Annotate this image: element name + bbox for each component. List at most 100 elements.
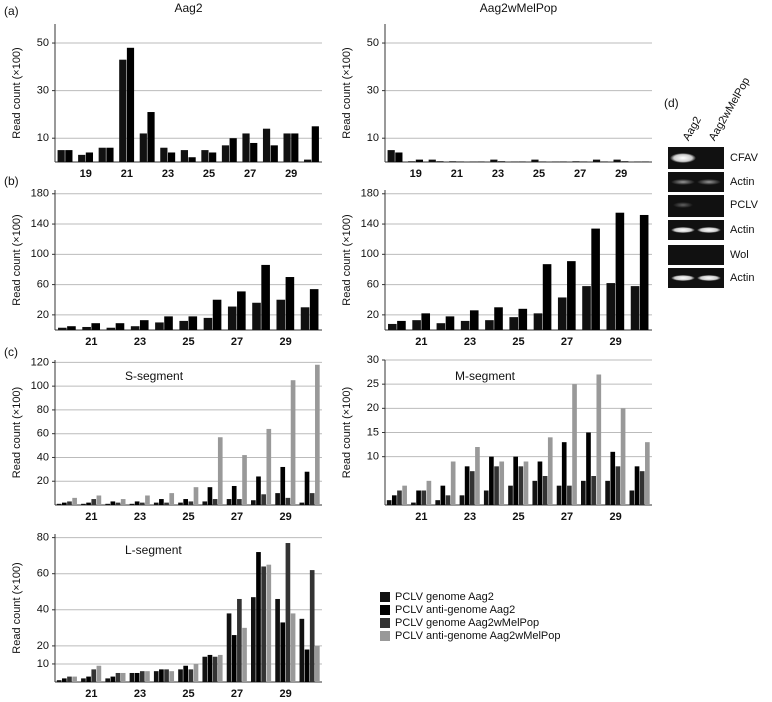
bar — [188, 157, 196, 162]
x-tick-label: 29 — [609, 511, 621, 523]
x-tick-label: 29 — [279, 688, 291, 700]
bar — [572, 161, 580, 162]
x-tick-label: 25 — [512, 511, 524, 523]
bar — [207, 487, 213, 505]
bar — [201, 150, 209, 162]
bar — [65, 150, 73, 162]
bar — [147, 112, 155, 162]
y-tick-label: 180 — [361, 188, 379, 200]
bar — [251, 500, 256, 505]
x-tick-label: 27 — [244, 168, 256, 180]
gel-band — [697, 179, 721, 185]
bar — [110, 676, 116, 682]
bar — [445, 495, 451, 505]
bar — [115, 323, 125, 330]
bar — [183, 499, 188, 505]
y-axis-label: Read count (×100) — [11, 214, 23, 305]
bar — [634, 466, 640, 505]
x-tick-label: 27 — [561, 336, 573, 348]
bar — [115, 502, 121, 505]
bar — [119, 59, 127, 163]
y-tick-label: 50 — [367, 37, 379, 49]
gel: Aag2 Aag2wMelPop CFAV Actin PCLV Actin W… — [668, 76, 759, 288]
bar — [315, 364, 320, 505]
bar — [547, 437, 553, 505]
x-tick-label: 29 — [609, 336, 621, 348]
bar — [193, 663, 199, 682]
gel-strip — [668, 172, 724, 192]
bar — [280, 466, 286, 505]
bar — [188, 669, 194, 682]
x-tick-label: 25 — [203, 168, 215, 180]
chart: 10 15 20 25 30 21 23 25 27 29 Read count (×100) M-s… — [341, 354, 652, 523]
x-tick-label: 27 — [574, 168, 586, 180]
bar — [299, 502, 305, 505]
bar — [110, 501, 116, 505]
y-axis-label: Read count (×100) — [341, 214, 353, 305]
x-tick-label: 23 — [492, 168, 504, 180]
bar — [435, 500, 441, 505]
bar — [397, 320, 406, 330]
y-tick-label: 20 — [37, 640, 49, 652]
x-tick-label: 27 — [231, 688, 243, 700]
x-tick-label: 27 — [231, 511, 243, 523]
bar — [188, 501, 194, 505]
bar — [513, 456, 518, 505]
bar — [386, 500, 392, 505]
bar — [388, 323, 397, 330]
bar — [610, 451, 616, 505]
bar — [581, 480, 586, 505]
x-tick-label: 19 — [80, 168, 92, 180]
bar — [202, 656, 208, 682]
bar — [285, 543, 291, 682]
bar — [202, 501, 208, 505]
bar — [91, 669, 97, 682]
bar — [226, 613, 232, 682]
bar — [207, 654, 213, 682]
bar — [615, 466, 621, 505]
x-tick-label: 23 — [162, 168, 174, 180]
bar — [582, 286, 591, 330]
bar — [606, 283, 616, 330]
bar — [250, 142, 258, 162]
bar — [105, 678, 111, 682]
y-tick-label: 25 — [367, 378, 379, 390]
gel-row-label: Actin — [730, 176, 754, 188]
bar — [639, 214, 649, 330]
bar — [494, 466, 499, 505]
bar — [542, 476, 548, 505]
bar — [81, 678, 86, 682]
bar — [261, 494, 266, 505]
bar — [615, 212, 625, 330]
bar — [315, 645, 320, 682]
bar — [72, 676, 77, 682]
bar — [237, 499, 242, 505]
x-tick-label: 29 — [279, 336, 291, 348]
bar — [266, 564, 272, 682]
y-tick-label: 30 — [367, 354, 379, 366]
legend-label: PCLV anti-genome Aag2 — [395, 604, 515, 616]
bar — [567, 485, 572, 505]
gel-row-label: Actin — [730, 272, 754, 284]
bar — [256, 476, 261, 505]
bar — [304, 471, 310, 505]
bar — [499, 461, 505, 505]
y-tick-label: 60 — [367, 279, 379, 291]
legend-swatch — [380, 631, 390, 641]
bar — [490, 159, 498, 162]
bar — [415, 159, 424, 162]
y-tick-label: 15 — [367, 426, 379, 438]
bar — [67, 326, 76, 330]
bar — [179, 320, 188, 330]
bar — [460, 320, 470, 330]
y-tick-label: 10 — [37, 132, 49, 144]
gel-row-label: Wol — [730, 249, 749, 261]
y-tick-label: 20 — [37, 475, 49, 487]
y-tick-label: 10 — [367, 451, 379, 463]
bar — [436, 323, 446, 330]
bar — [72, 497, 77, 505]
bar — [494, 307, 503, 330]
x-tick-label: 29 — [615, 168, 627, 180]
y-tick-label: 120 — [31, 356, 49, 368]
